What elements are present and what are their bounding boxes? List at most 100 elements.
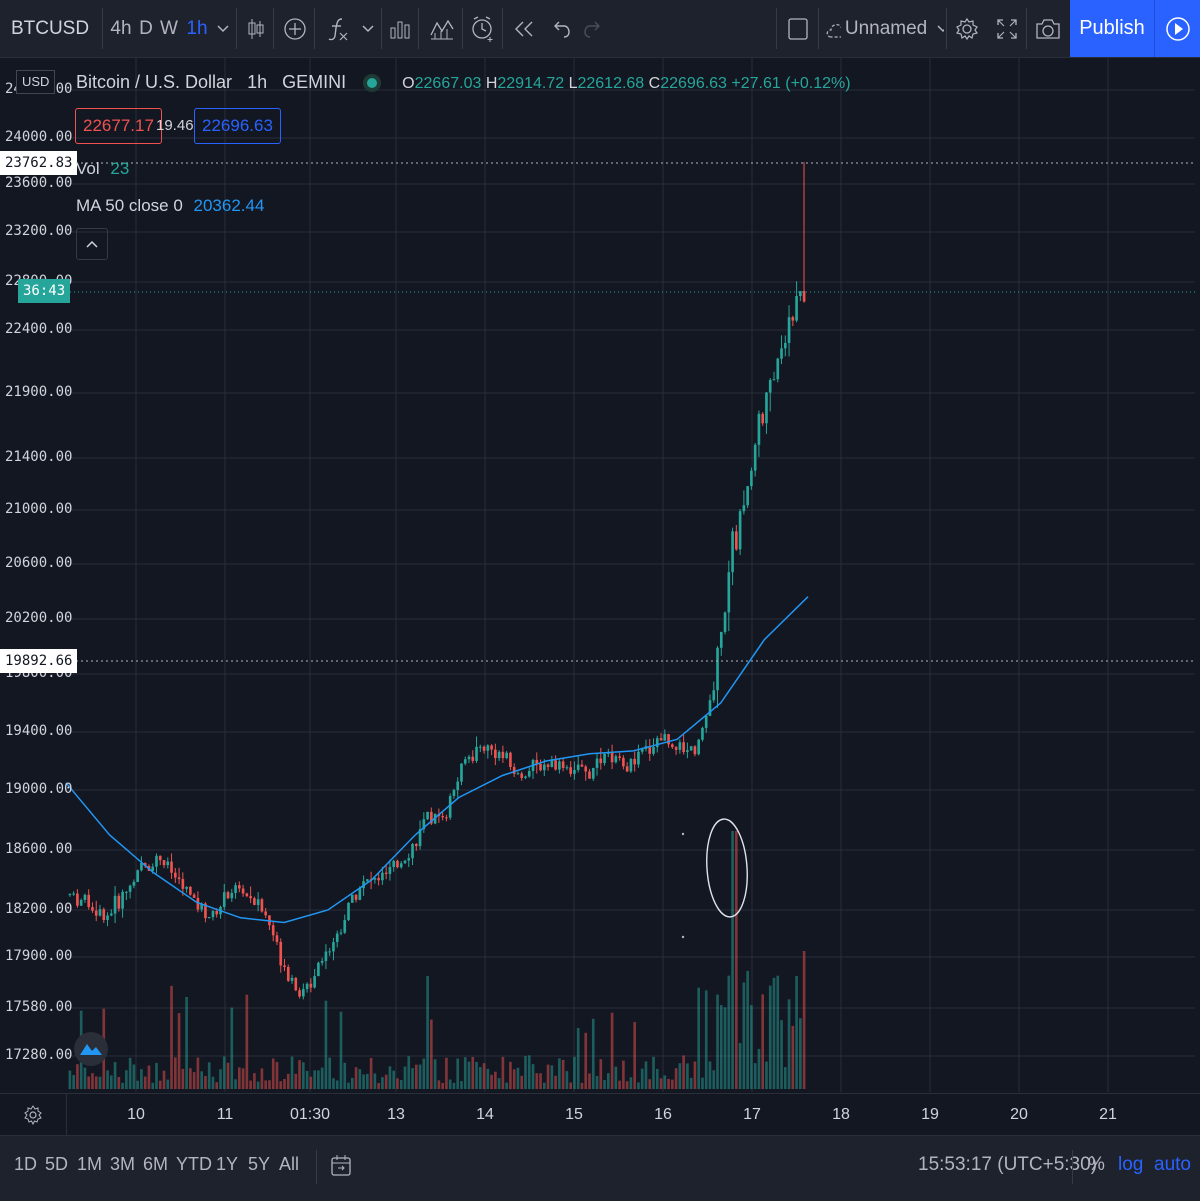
replay-icon[interactable] <box>510 0 538 57</box>
volume-legend[interactable]: Vol 23 <box>76 159 130 178</box>
auto-scale-button[interactable]: auto <box>1154 1154 1191 1175</box>
volume-bar <box>603 1080 606 1089</box>
collapse-legend-button[interactable] <box>76 228 108 260</box>
volume-bar <box>181 1068 185 1089</box>
candle <box>573 769 576 774</box>
range-1d-button[interactable]: 1D <box>14 1154 38 1174</box>
volume-bar <box>407 1056 411 1089</box>
volume-bar <box>384 1074 388 1089</box>
percent-scale-button[interactable]: % <box>1088 1154 1105 1175</box>
candle <box>588 771 591 779</box>
volume-bar <box>226 1062 230 1089</box>
timeframe-w-button[interactable]: W <box>160 17 178 39</box>
add-compare-icon[interactable] <box>280 0 310 57</box>
volume-bar <box>185 996 188 1089</box>
candle <box>750 470 753 487</box>
range-1m-button[interactable]: 1M <box>77 1154 103 1174</box>
candle <box>173 872 177 878</box>
axis-settings-button[interactable] <box>0 1094 67 1136</box>
drawing-dot <box>681 832 685 836</box>
templates-icon[interactable] <box>426 0 458 57</box>
layout-name-button[interactable]: Unnamed <box>824 0 944 57</box>
goto-date-icon[interactable] <box>330 1154 352 1183</box>
undo-icon[interactable] <box>548 0 576 57</box>
volume-bar <box>629 1077 633 1089</box>
candle <box>181 879 185 889</box>
ma-legend[interactable]: MA 50 close 0 20362.44 <box>76 196 265 215</box>
candle <box>761 413 765 424</box>
volume-bar <box>501 1056 505 1089</box>
price-chart[interactable] <box>0 58 1200 1092</box>
candle <box>98 909 102 916</box>
timeframe-1h-button[interactable]: 1h <box>186 17 208 39</box>
toolbar-divider <box>776 8 777 49</box>
volume-bar <box>132 1064 136 1089</box>
sell-price-box[interactable]: 22677.17 <box>75 108 162 144</box>
volume-bar <box>332 1078 335 1089</box>
volume-bar <box>275 1061 279 1089</box>
candle <box>117 895 121 909</box>
candle <box>185 886 188 889</box>
candle <box>332 942 335 952</box>
chevron-down-icon[interactable] <box>358 0 378 57</box>
range-6m-button[interactable]: 6M <box>143 1154 169 1174</box>
log-scale-button[interactable]: log <box>1118 1154 1144 1175</box>
range-1y-button[interactable]: 1Y <box>216 1154 239 1174</box>
fullscreen-icon[interactable] <box>992 0 1022 57</box>
candle <box>535 759 539 764</box>
range-5d-button[interactable]: 5D <box>45 1154 69 1174</box>
candle <box>452 790 456 797</box>
volume-bar <box>787 999 791 1089</box>
candle <box>501 751 505 759</box>
candle <box>430 811 433 824</box>
range-5y-button[interactable]: 5Y <box>248 1154 271 1174</box>
currency-badge[interactable]: USD <box>16 70 56 94</box>
candle <box>599 758 603 764</box>
candle <box>610 752 614 763</box>
price-tick-label: 21900.00 <box>5 384 73 400</box>
candle <box>275 935 279 942</box>
chevron-down-icon[interactable] <box>213 0 233 57</box>
volume-bar <box>753 1063 757 1089</box>
candle <box>689 746 693 751</box>
range-3m-button[interactable]: 3M <box>110 1154 136 1174</box>
timeframe-4h-button[interactable]: 4h <box>110 17 132 39</box>
candle <box>655 738 659 748</box>
price-tick-label: 17580.00 <box>5 999 73 1015</box>
buy-price-box[interactable]: 22696.63 <box>194 108 281 144</box>
volume-bar <box>682 1055 685 1089</box>
bar-chart-icon[interactable] <box>386 0 414 57</box>
publish-button[interactable]: Publish <box>1070 0 1154 57</box>
volume-bar <box>256 1081 260 1089</box>
camera-icon[interactable] <box>1032 0 1064 57</box>
chart-pane[interactable]: 24400.0024000.0023600.0023200.0022800.00… <box>0 58 1200 1092</box>
volume-bars <box>68 831 806 1089</box>
indicators-icon[interactable] <box>320 0 356 57</box>
alert-icon[interactable] <box>468 0 498 57</box>
price-tick-label: 24000.00 <box>5 129 73 145</box>
market-status-dot[interactable] <box>367 78 378 89</box>
candle <box>603 753 606 764</box>
candle <box>516 773 520 775</box>
volume-bar <box>215 1082 219 1089</box>
clock-display[interactable]: 15:53:17 (UTC+5:30) <box>918 1154 1098 1175</box>
play-icon[interactable] <box>1154 0 1200 57</box>
candle <box>121 891 124 909</box>
range-all-button[interactable]: All <box>279 1154 300 1174</box>
price-tick-label: 22400.00 <box>5 321 73 337</box>
gear-icon[interactable] <box>952 0 982 57</box>
volume-bar <box>271 1058 275 1089</box>
volume-bar <box>494 1071 497 1089</box>
volume-bar <box>320 1067 324 1089</box>
time-axis[interactable]: 10 11 01:30 13 14 15 16 17 18 19 20 21 <box>0 1093 1200 1136</box>
range-ytd-button[interactable]: YTD <box>176 1154 212 1174</box>
tradingview-logo[interactable] <box>74 1032 108 1066</box>
candle <box>399 863 403 868</box>
volume-bar <box>399 1080 403 1089</box>
candles-icon[interactable] <box>242 0 270 57</box>
symbol-search-button[interactable]: BTCUSD <box>10 17 90 39</box>
timeframe-d-button[interactable]: D <box>139 17 153 39</box>
candle <box>723 612 727 632</box>
redo-icon[interactable] <box>578 0 606 57</box>
fullscreen-select-icon[interactable] <box>784 0 812 57</box>
